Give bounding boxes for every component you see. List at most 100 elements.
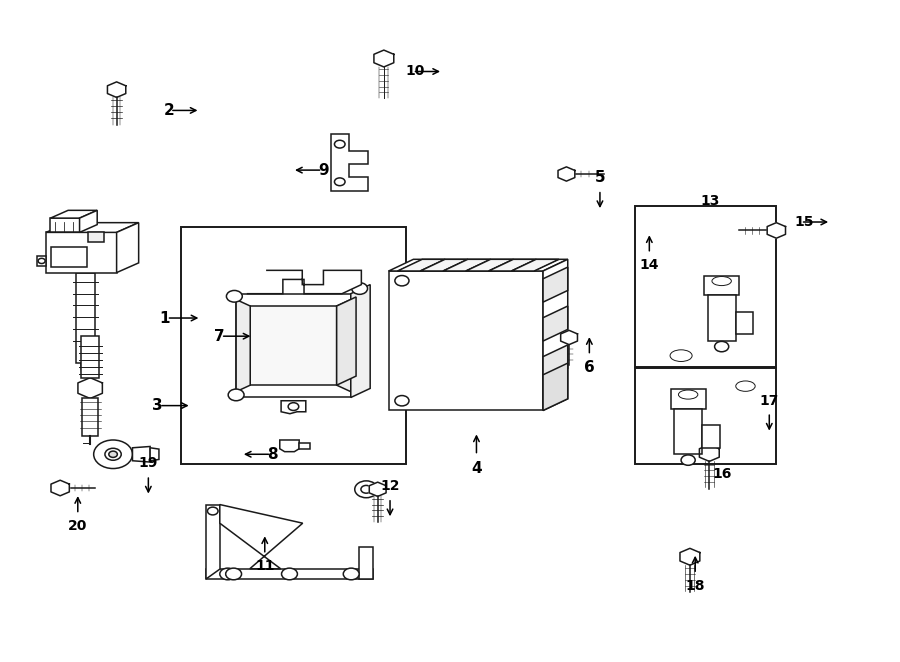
Circle shape — [352, 283, 367, 295]
Polygon shape — [511, 260, 559, 271]
Polygon shape — [489, 260, 536, 271]
Polygon shape — [704, 276, 739, 295]
Circle shape — [361, 485, 372, 493]
Polygon shape — [50, 218, 79, 232]
Bar — [635, 206, 777, 367]
Text: 13: 13 — [700, 194, 720, 209]
Polygon shape — [81, 336, 99, 378]
Polygon shape — [46, 222, 139, 232]
Polygon shape — [543, 267, 568, 302]
Polygon shape — [543, 345, 568, 380]
Polygon shape — [543, 363, 568, 410]
Circle shape — [681, 455, 695, 465]
Ellipse shape — [736, 381, 755, 391]
Polygon shape — [250, 306, 337, 385]
Text: 7: 7 — [213, 329, 224, 344]
Circle shape — [109, 451, 117, 457]
Text: 5: 5 — [595, 170, 606, 185]
Polygon shape — [369, 482, 386, 496]
Circle shape — [282, 568, 297, 580]
Polygon shape — [736, 312, 753, 334]
Circle shape — [226, 568, 241, 580]
Polygon shape — [389, 271, 543, 410]
Polygon shape — [702, 425, 720, 448]
Circle shape — [229, 389, 244, 401]
Polygon shape — [670, 389, 706, 409]
Circle shape — [220, 568, 236, 580]
Polygon shape — [281, 401, 306, 414]
Polygon shape — [543, 306, 568, 341]
Polygon shape — [247, 270, 362, 294]
Polygon shape — [543, 260, 568, 410]
Text: 9: 9 — [319, 163, 329, 177]
Polygon shape — [236, 294, 351, 397]
Polygon shape — [680, 548, 700, 565]
Ellipse shape — [712, 277, 732, 285]
Bar — [181, 227, 406, 464]
Circle shape — [207, 507, 218, 515]
Text: 15: 15 — [794, 215, 814, 229]
Text: 12: 12 — [381, 479, 400, 493]
Polygon shape — [398, 260, 445, 271]
Polygon shape — [82, 399, 98, 436]
Ellipse shape — [679, 390, 698, 399]
Text: 3: 3 — [152, 398, 163, 413]
Polygon shape — [280, 440, 299, 451]
Polygon shape — [46, 232, 117, 273]
Polygon shape — [420, 260, 468, 271]
Polygon shape — [299, 443, 310, 449]
Ellipse shape — [670, 350, 692, 361]
Polygon shape — [236, 299, 250, 392]
Polygon shape — [359, 547, 374, 579]
Text: 14: 14 — [640, 258, 659, 272]
Polygon shape — [50, 211, 97, 218]
Text: 20: 20 — [68, 519, 87, 533]
Bar — [635, 368, 777, 464]
Text: 18: 18 — [686, 579, 705, 593]
Polygon shape — [466, 260, 513, 271]
Polygon shape — [206, 569, 374, 579]
Polygon shape — [37, 256, 46, 266]
Polygon shape — [337, 299, 351, 392]
Text: 4: 4 — [471, 461, 482, 476]
Polygon shape — [51, 480, 69, 496]
Text: 19: 19 — [139, 457, 158, 471]
Polygon shape — [561, 330, 578, 345]
Text: 11: 11 — [255, 559, 274, 573]
Circle shape — [395, 396, 409, 406]
Circle shape — [335, 140, 345, 148]
Polygon shape — [331, 134, 368, 191]
Polygon shape — [81, 363, 91, 375]
Circle shape — [343, 568, 359, 580]
Bar — [88, 232, 104, 242]
Polygon shape — [351, 285, 370, 397]
Circle shape — [355, 481, 378, 498]
Circle shape — [335, 178, 345, 185]
Polygon shape — [78, 378, 103, 399]
Polygon shape — [79, 211, 97, 232]
Polygon shape — [76, 273, 95, 363]
Circle shape — [395, 275, 409, 286]
Polygon shape — [117, 222, 139, 273]
Bar — [51, 248, 86, 267]
Circle shape — [38, 258, 45, 263]
Polygon shape — [220, 504, 302, 569]
Text: 10: 10 — [406, 64, 426, 79]
Polygon shape — [443, 260, 491, 271]
Circle shape — [105, 448, 122, 460]
Text: 17: 17 — [760, 393, 779, 408]
Polygon shape — [767, 222, 786, 238]
Text: 16: 16 — [712, 467, 732, 481]
Polygon shape — [132, 446, 150, 462]
Polygon shape — [337, 297, 356, 385]
Polygon shape — [699, 445, 719, 461]
Text: 1: 1 — [159, 310, 169, 326]
Polygon shape — [206, 504, 220, 579]
Polygon shape — [707, 295, 736, 341]
Circle shape — [715, 342, 729, 352]
Text: 8: 8 — [267, 447, 278, 462]
Polygon shape — [374, 50, 394, 67]
Polygon shape — [107, 82, 126, 97]
Text: 2: 2 — [164, 103, 174, 118]
Polygon shape — [558, 167, 575, 181]
